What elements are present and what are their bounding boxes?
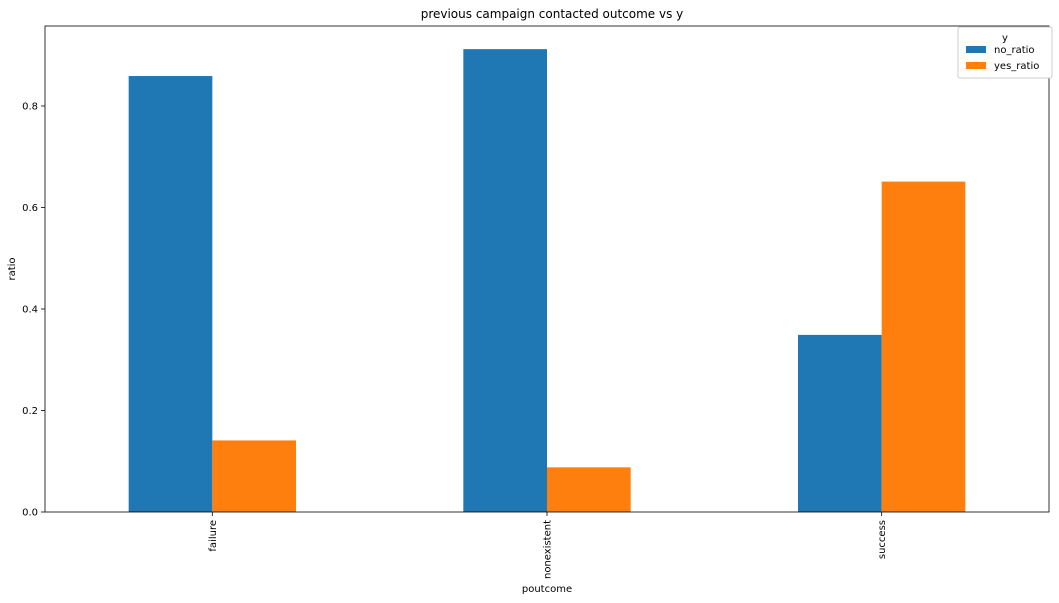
chart-title: previous campaign contacted outcome vs y bbox=[421, 7, 684, 21]
y-tick-label: 0.6 bbox=[22, 203, 38, 214]
axes-layer: 0.0 0.2 0.4 0.6 0.8 failure nonexistent success bbox=[22, 25, 1050, 579]
x-tick-label-failure: failure bbox=[208, 520, 219, 552]
legend-title: y bbox=[1002, 33, 1008, 44]
legend-label-yes_ratio: yes_ratio bbox=[994, 61, 1039, 72]
legend-swatch-yes_ratio bbox=[966, 62, 986, 69]
bar-yes_ratio-failure bbox=[212, 440, 296, 512]
legend-label-no_ratio: no_ratio bbox=[994, 45, 1035, 56]
y-tick-label: 0.0 bbox=[22, 508, 38, 519]
legend-swatch-no_ratio bbox=[966, 46, 986, 53]
x-tick-label-nonexistent: nonexistent bbox=[543, 520, 554, 579]
y-tick-label: 0.2 bbox=[22, 406, 38, 417]
bar-no_ratio-failure bbox=[128, 76, 213, 512]
y-axis-label: ratio bbox=[7, 257, 18, 280]
x-axis-label: poutcome bbox=[522, 584, 572, 595]
bars-layer bbox=[128, 49, 966, 513]
bar-no_ratio-nonexistent bbox=[463, 49, 547, 512]
x-tick-label-success: success bbox=[877, 520, 888, 559]
y-tick-label: 0.8 bbox=[22, 101, 38, 112]
bar-no_ratio-success bbox=[798, 334, 882, 512]
legend: y no_ratio yes_ratio bbox=[957, 26, 1053, 79]
bar-yes_ratio-success bbox=[881, 181, 966, 513]
bar-yes_ratio-nonexistent bbox=[547, 467, 631, 512]
y-tick-label: 0.4 bbox=[22, 304, 38, 315]
